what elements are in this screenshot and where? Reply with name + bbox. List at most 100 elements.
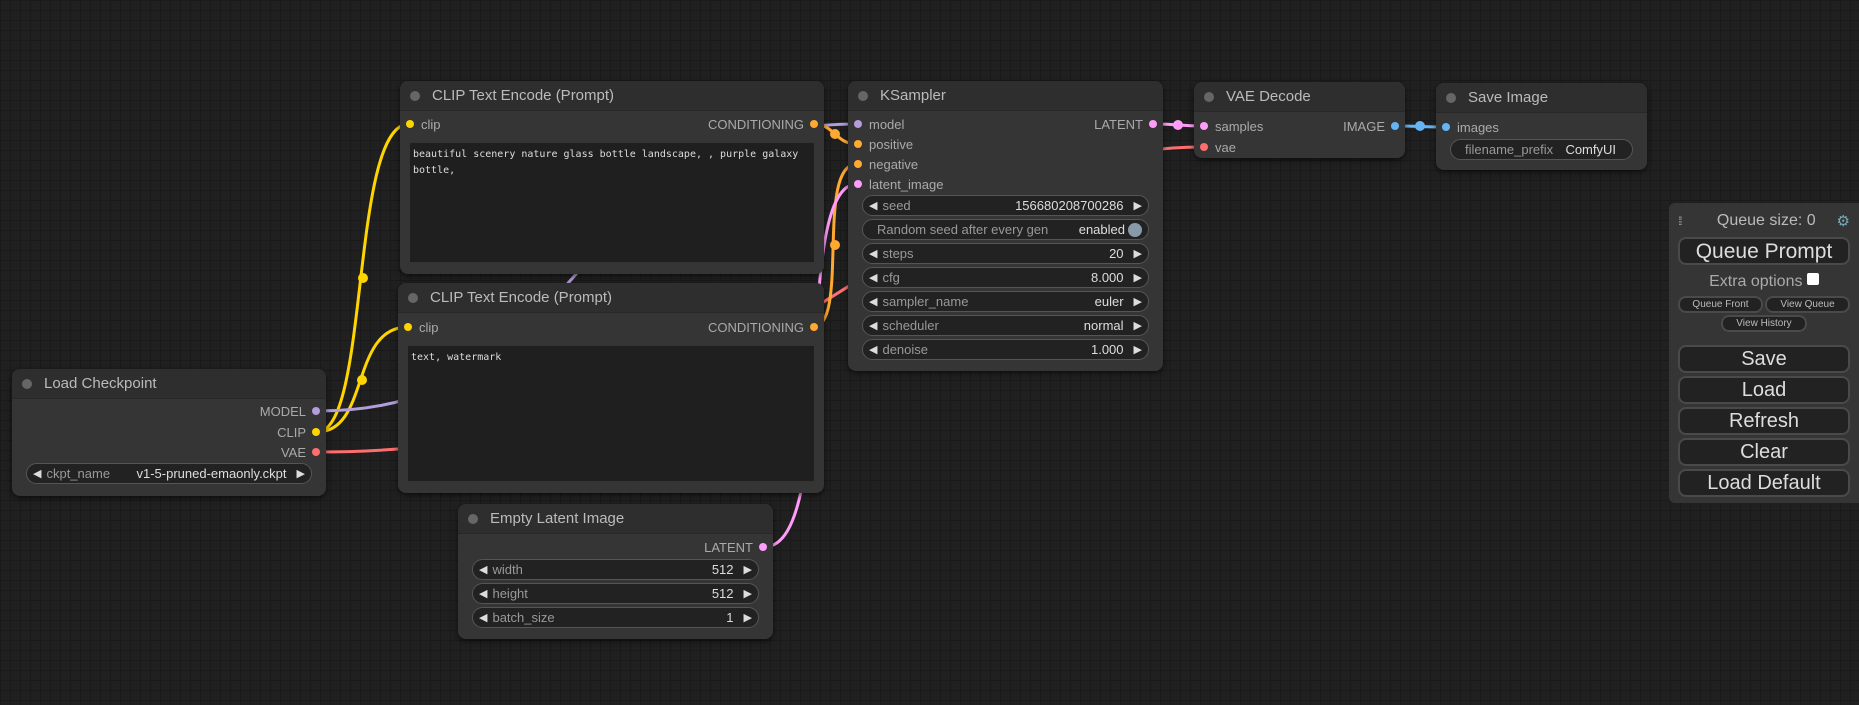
node-vae-decode[interactable]: VAE Decode samples vae IMAGE bbox=[1194, 82, 1405, 158]
cfg-widget[interactable]: ◀ cfg 8.000 ▶ bbox=[862, 267, 1149, 288]
slot-dot-icon[interactable] bbox=[854, 160, 862, 168]
input-positive[interactable]: positive bbox=[854, 134, 913, 154]
node-load-checkpoint[interactable]: Load Checkpoint MODEL CLIP VAE ◀ ckpt_nam… bbox=[12, 369, 326, 496]
output-conditioning[interactable]: CONDITIONING bbox=[708, 114, 818, 134]
collapse-dot-icon[interactable] bbox=[410, 90, 420, 101]
height-widget[interactable]: ◀ height 512 ▶ bbox=[472, 583, 759, 604]
slot-dot-icon[interactable] bbox=[404, 323, 412, 331]
filename-prefix-widget[interactable]: filename_prefix ComfyUI bbox=[1450, 139, 1633, 160]
arrow-right-icon[interactable]: ▶ bbox=[1133, 272, 1142, 284]
slot-dot-icon[interactable] bbox=[1442, 123, 1450, 131]
slot-dot-icon[interactable] bbox=[810, 323, 818, 331]
extra-options-checkbox[interactable] bbox=[1806, 273, 1819, 285]
refresh-button[interactable]: Refresh bbox=[1678, 407, 1850, 435]
slot-dot-icon[interactable] bbox=[854, 120, 862, 128]
ckpt-name-widget[interactable]: ◀ ckpt_name v1-5-pruned-emaonly.ckpt ▶ bbox=[26, 463, 312, 484]
arrow-left-icon[interactable]: ◀ bbox=[33, 468, 42, 480]
arrow-right-icon[interactable]: ▶ bbox=[1133, 200, 1142, 212]
arrow-right-icon[interactable]: ▶ bbox=[1133, 320, 1142, 332]
prompt-textarea[interactable]: beautiful scenery nature glass bottle la… bbox=[410, 143, 814, 262]
node-title-bar[interactable]: CLIP Text Encode (Prompt) bbox=[398, 283, 824, 313]
output-vae[interactable]: VAE bbox=[281, 442, 320, 462]
arrow-left-icon[interactable]: ◀ bbox=[869, 320, 878, 332]
arrow-left-icon[interactable]: ◀ bbox=[479, 588, 488, 600]
slot-dot-icon[interactable] bbox=[759, 543, 767, 551]
slot-dot-icon[interactable] bbox=[312, 407, 320, 415]
output-model[interactable]: MODEL bbox=[260, 401, 320, 421]
output-latent[interactable]: LATENT bbox=[1094, 114, 1157, 134]
collapse-dot-icon[interactable] bbox=[1204, 91, 1214, 102]
clear-button[interactable]: Clear bbox=[1678, 438, 1850, 466]
slot-dot-icon[interactable] bbox=[1149, 120, 1157, 128]
sampler-name-widget[interactable]: ◀ sampler_name euler ▶ bbox=[862, 291, 1149, 312]
input-clip[interactable]: clip bbox=[406, 114, 441, 134]
node-title-bar[interactable]: Save Image bbox=[1436, 83, 1647, 113]
arrow-right-icon[interactable]: ▶ bbox=[743, 588, 752, 600]
slot-dot-icon[interactable] bbox=[312, 428, 320, 436]
output-image[interactable]: IMAGE bbox=[1343, 116, 1399, 136]
node-title-bar[interactable]: Empty Latent Image bbox=[458, 504, 773, 534]
arrow-left-icon[interactable]: ◀ bbox=[479, 612, 488, 624]
slot-dot-icon[interactable] bbox=[1200, 122, 1208, 130]
arrow-right-icon[interactable]: ▶ bbox=[1133, 248, 1142, 260]
slot-dot-icon[interactable] bbox=[810, 120, 818, 128]
node-clip-text-encode-negative[interactable]: CLIP Text Encode (Prompt) clip CONDITION… bbox=[398, 283, 824, 493]
slot-dot-icon[interactable] bbox=[1391, 122, 1399, 130]
queue-front-button[interactable]: Queue Front bbox=[1678, 296, 1763, 313]
view-history-button[interactable]: View History bbox=[1721, 315, 1807, 332]
node-clip-text-encode-positive[interactable]: CLIP Text Encode (Prompt) clip CONDITION… bbox=[400, 81, 824, 274]
load-default-button[interactable]: Load Default bbox=[1678, 469, 1850, 497]
toggle-knob-icon[interactable] bbox=[1128, 222, 1142, 237]
collapse-dot-icon[interactable] bbox=[858, 90, 868, 101]
queue-prompt-button[interactable]: Queue Prompt bbox=[1678, 237, 1850, 265]
prompt-textarea[interactable]: text, watermark bbox=[408, 346, 814, 481]
random-seed-toggle[interactable]: Random seed after every gen enabled bbox=[862, 219, 1149, 240]
arrow-right-icon[interactable]: ▶ bbox=[743, 564, 752, 576]
node-save-image[interactable]: Save Image images filename_prefix ComfyUI bbox=[1436, 83, 1647, 170]
arrow-left-icon[interactable]: ◀ bbox=[869, 200, 878, 212]
arrow-left-icon[interactable]: ◀ bbox=[869, 344, 878, 356]
arrow-right-icon[interactable]: ▶ bbox=[296, 468, 305, 480]
steps-widget[interactable]: ◀ steps 20 ▶ bbox=[862, 243, 1149, 264]
collapse-dot-icon[interactable] bbox=[22, 378, 32, 389]
arrow-left-icon[interactable]: ◀ bbox=[869, 248, 878, 260]
input-clip[interactable]: clip bbox=[404, 317, 439, 337]
node-title-bar[interactable]: Load Checkpoint bbox=[12, 369, 326, 399]
output-conditioning[interactable]: CONDITIONING bbox=[708, 317, 818, 337]
slot-dot-icon[interactable] bbox=[1200, 143, 1208, 151]
arrow-left-icon[interactable]: ◀ bbox=[869, 296, 878, 308]
arrow-right-icon[interactable]: ▶ bbox=[1133, 344, 1142, 356]
view-queue-button[interactable]: View Queue bbox=[1765, 296, 1850, 313]
arrow-left-icon[interactable]: ◀ bbox=[479, 564, 488, 576]
collapse-dot-icon[interactable] bbox=[408, 292, 418, 303]
batch-size-widget[interactable]: ◀ batch_size 1 ▶ bbox=[472, 607, 759, 628]
output-latent[interactable]: LATENT bbox=[704, 537, 767, 557]
node-empty-latent-image[interactable]: Empty Latent Image LATENT ◀ width 512 ▶ ◀ he… bbox=[458, 504, 773, 639]
input-samples[interactable]: samples bbox=[1200, 116, 1263, 136]
slot-dot-icon[interactable] bbox=[406, 120, 414, 128]
gear-icon[interactable]: ⚙ bbox=[1836, 213, 1850, 230]
node-title-bar[interactable]: KSampler bbox=[848, 81, 1163, 111]
drag-handle-icon[interactable]: ⁞⁞ bbox=[1678, 214, 1683, 228]
slot-dot-icon[interactable] bbox=[312, 448, 320, 456]
save-button[interactable]: Save bbox=[1678, 345, 1850, 373]
input-vae[interactable]: vae bbox=[1200, 137, 1236, 157]
load-button[interactable]: Load bbox=[1678, 376, 1850, 404]
input-latent-image[interactable]: latent_image bbox=[854, 174, 943, 194]
slot-dot-icon[interactable] bbox=[854, 180, 862, 188]
collapse-dot-icon[interactable] bbox=[468, 513, 478, 524]
collapse-dot-icon[interactable] bbox=[1446, 92, 1456, 103]
output-clip[interactable]: CLIP bbox=[277, 422, 320, 442]
width-widget[interactable]: ◀ width 512 ▶ bbox=[472, 559, 759, 580]
input-images[interactable]: images bbox=[1442, 117, 1499, 137]
scheduler-widget[interactable]: ◀ scheduler normal ▶ bbox=[862, 315, 1149, 336]
seed-widget[interactable]: ◀ seed 156680208700286 ▶ bbox=[862, 195, 1149, 216]
denoise-widget[interactable]: ◀ denoise 1.000 ▶ bbox=[862, 339, 1149, 360]
arrow-right-icon[interactable]: ▶ bbox=[743, 612, 752, 624]
arrow-left-icon[interactable]: ◀ bbox=[869, 272, 878, 284]
input-model[interactable]: model bbox=[854, 114, 904, 134]
node-title-bar[interactable]: VAE Decode bbox=[1194, 82, 1405, 112]
arrow-right-icon[interactable]: ▶ bbox=[1133, 296, 1142, 308]
input-negative[interactable]: negative bbox=[854, 154, 918, 174]
node-ksampler[interactable]: KSampler model positive negative latent_… bbox=[848, 81, 1163, 371]
